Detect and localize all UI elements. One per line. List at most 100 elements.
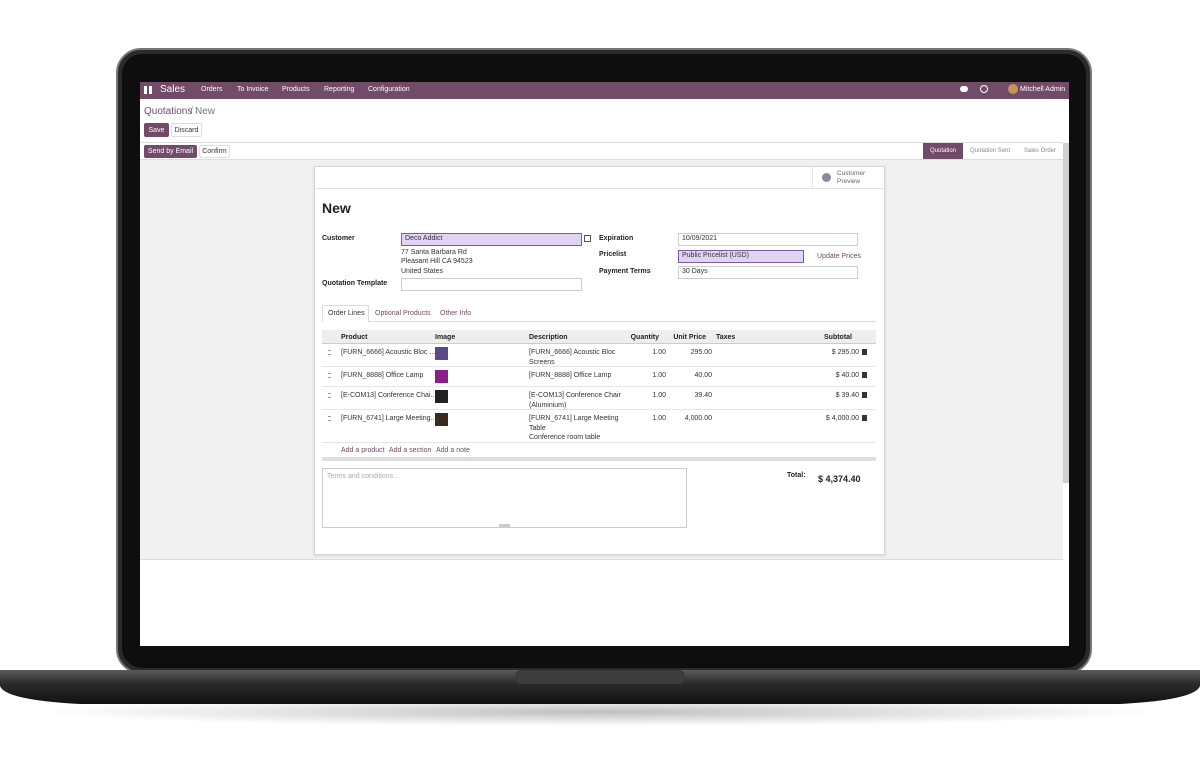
terms-placeholder: Terms and conditions... [327, 473, 399, 480]
field-label: Quotation Template [322, 280, 388, 287]
product-cell: [FURN_8888] Office Lamp [341, 372, 424, 379]
table-row[interactable] [322, 344, 876, 367]
status-step[interactable]: Quotation Sent [970, 148, 1011, 154]
column-header: Product [341, 334, 368, 341]
update-prices[interactable]: Update Prices [817, 253, 861, 260]
activity-icon[interactable] [980, 85, 988, 93]
address-line: 77 Santa Barbara Rd [401, 249, 467, 256]
delete-icon[interactable] [862, 372, 867, 378]
customer-input[interactable]: Deco Addict [401, 233, 582, 246]
template-input[interactable] [401, 278, 582, 291]
tab[interactable]: Order Lines [328, 310, 365, 317]
divider [812, 167, 813, 188]
drag-handle[interactable] [328, 350, 331, 355]
quantity-cell: 1.00 [652, 372, 666, 379]
breadcrumb-parent[interactable]: Quotations [144, 106, 193, 117]
description-line: Table [529, 424, 546, 432]
field-label: Expiration [599, 235, 634, 242]
navbar [140, 82, 1069, 99]
apps-icon[interactable] [144, 86, 152, 94]
description-line: [E-COM13] Conference Chair [529, 392, 621, 399]
unit-price-cell: 295.00 [690, 349, 712, 356]
customer-preview[interactable]: Customer Preview [837, 170, 866, 185]
unit-price-cell: 4,000.00 [684, 415, 712, 422]
delete-icon[interactable] [862, 415, 867, 421]
drag-handle[interactable] [328, 416, 331, 421]
description-line: Screens [529, 358, 555, 366]
subtotal-cell: $ 295.00 [831, 349, 859, 356]
confirm-button[interactable]: Confirm [199, 145, 230, 158]
product-image [435, 390, 448, 403]
description-line: [FURN_6666] Acoustic Bloc [529, 349, 616, 356]
app-name[interactable]: Sales [160, 84, 186, 95]
field-label: Payment Terms [599, 268, 651, 275]
unit-price-cell: 39.40 [694, 392, 712, 399]
table-footer [322, 457, 876, 461]
field-label: Pricelist [599, 251, 627, 258]
pricelist-input[interactable]: Public Pricelist (USD) [678, 250, 804, 263]
save-button[interactable]: Save [144, 123, 169, 137]
send-email-button[interactable]: Send by Email [144, 145, 197, 158]
drag-handle[interactable] [328, 393, 331, 398]
avatar[interactable] [1008, 84, 1018, 94]
external-link-icon[interactable] [584, 235, 591, 242]
address-line: United States [401, 268, 444, 275]
product-cell: [E-COM13] Conference Chai... [341, 392, 437, 399]
total-value: $ 4,374.40 [818, 474, 861, 484]
menu-item[interactable]: Configuration [368, 86, 410, 93]
product-image [435, 370, 448, 383]
active-tab [322, 305, 369, 322]
table-row[interactable] [322, 367, 876, 387]
status-active [923, 143, 963, 159]
product-cell: [FURN_6666] Acoustic Bloc ... [341, 349, 436, 356]
add-link[interactable]: Add a product [341, 447, 385, 454]
add-link[interactable]: Add a section [389, 447, 432, 454]
resize-handle [499, 524, 510, 527]
scrollbar [1063, 143, 1069, 483]
column-header: Subtotal [824, 334, 852, 341]
subtotal-cell: $ 40.00 [835, 372, 859, 379]
column-header: Unit Price [673, 334, 706, 341]
menu-item[interactable]: Reporting [324, 86, 355, 93]
terms-textarea[interactable] [322, 468, 687, 528]
tab[interactable]: Other Info [440, 310, 472, 317]
discard-button[interactable]: Discard [171, 123, 202, 137]
total-label: Total: [787, 472, 806, 479]
user-name[interactable]: Mitchell Admin [1020, 86, 1066, 93]
expiration-input[interactable]: 10/09/2021 [678, 233, 858, 246]
product-image [435, 347, 448, 360]
delete-icon[interactable] [862, 392, 867, 398]
table-header [322, 330, 876, 344]
button-box-line [315, 188, 884, 189]
delete-icon[interactable] [862, 349, 867, 355]
subtotal-cell: $ 4,000.00 [825, 415, 859, 422]
tab[interactable]: Optional Products [375, 310, 431, 317]
drag-handle[interactable] [328, 373, 331, 378]
add-link[interactable]: Add a note [436, 447, 470, 454]
messages-icon[interactable] [960, 86, 968, 92]
subtotal-cell: $ 39.40 [835, 392, 859, 399]
globe-icon [822, 173, 831, 182]
description-line: [FURN_8888] Office Lamp [529, 372, 612, 379]
breadcrumb-separator: / [190, 106, 193, 117]
table-row[interactable] [322, 387, 876, 410]
menu-item[interactable]: Products [282, 86, 310, 93]
menu-item[interactable]: To Invoice [237, 86, 269, 93]
address-line: Pleasant Hill CA 94523 [401, 258, 473, 265]
table-row[interactable] [322, 410, 876, 443]
form-title: New [322, 200, 351, 216]
status-step[interactable]: Sales Order [1024, 148, 1057, 154]
column-header: Description [529, 334, 568, 341]
description-line: Conference room table [529, 434, 601, 441]
description-line: [FURN_6741] Large Meeting [529, 415, 619, 422]
column-header: Taxes [716, 334, 736, 341]
quantity-cell: 1.00 [652, 392, 666, 399]
product-cell: [FURN_6741] Large Meeting... [341, 415, 437, 422]
status-step[interactable]: Quotation [930, 148, 957, 154]
payment-terms-input[interactable]: 30 Days [678, 266, 858, 279]
menu-item[interactable]: Orders [201, 86, 223, 93]
breadcrumb-current: New [195, 106, 216, 117]
divider [140, 142, 1063, 143]
column-header: Image [435, 334, 456, 341]
